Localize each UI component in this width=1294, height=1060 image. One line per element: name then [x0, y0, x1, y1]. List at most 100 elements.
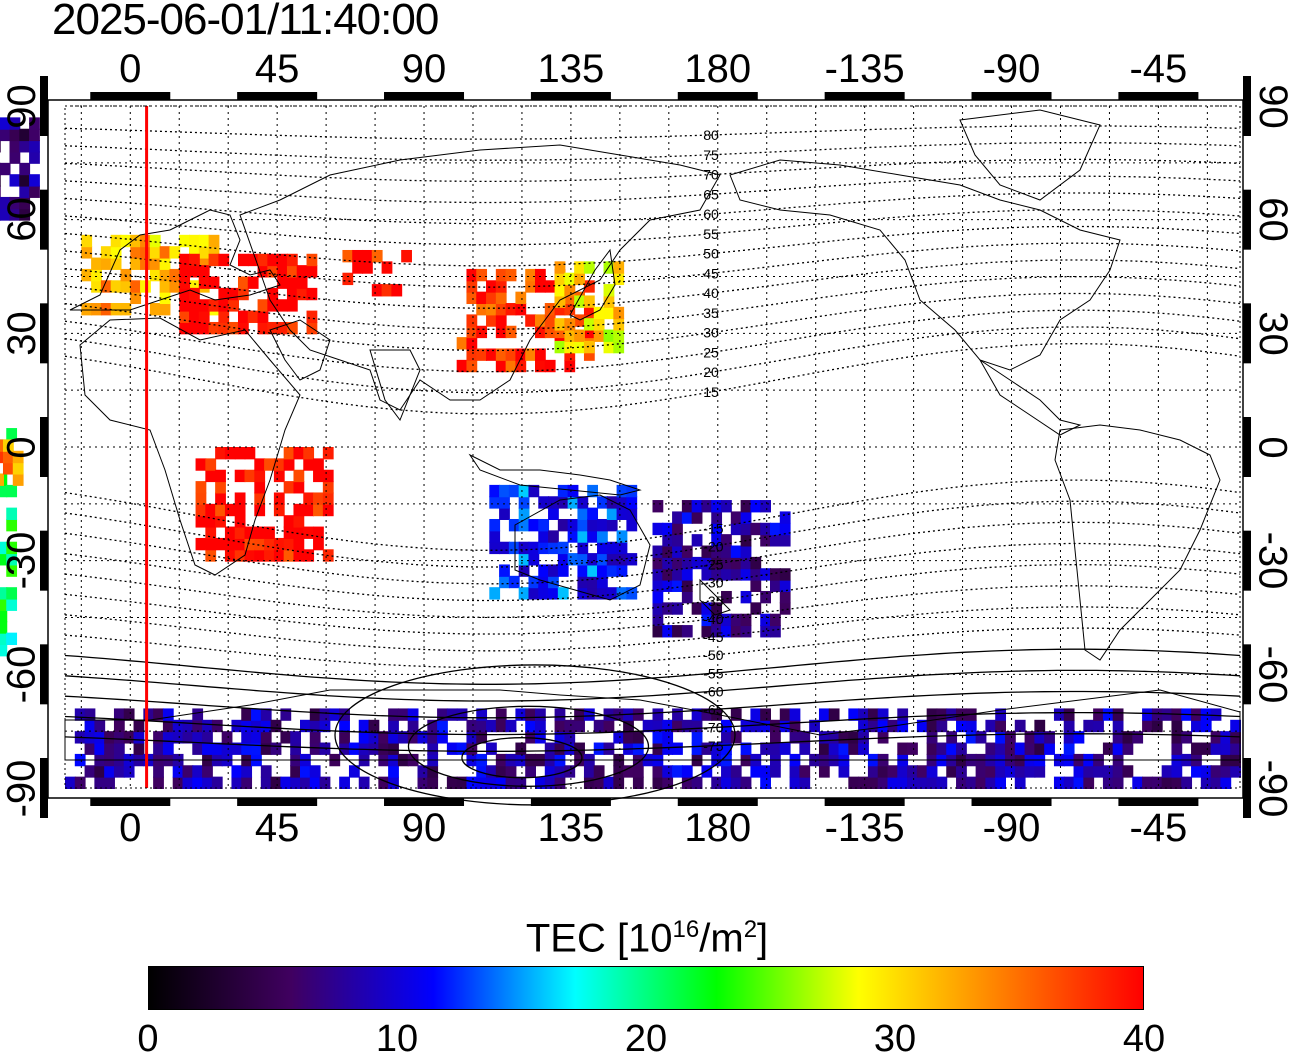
y-tick-left: [40, 189, 48, 250]
map-gridlines: [65, 105, 1240, 788]
x-tick-label-bottom: -135: [824, 806, 905, 850]
contour-65: [64, 175, 1241, 204]
y-tick-label-right: 60: [1250, 197, 1294, 242]
y-tick-label-right: -90: [1250, 759, 1294, 817]
contour-label: 70: [703, 167, 719, 183]
x-tick-label-top: 45: [254, 47, 300, 91]
contour-loop: [461, 737, 583, 779]
y-tick-right: [1243, 644, 1251, 705]
inner-border: [64, 105, 1241, 789]
contour-25: [64, 309, 1241, 373]
y-tick-label-right: 0: [1250, 435, 1294, 459]
x-tick-top: [530, 92, 611, 100]
contour-label: -65: [703, 702, 723, 718]
tec-region-brazil-north: [0, 439, 24, 486]
y-tick-left: [40, 530, 48, 591]
x-tick-top: [1118, 92, 1199, 100]
y-tick-left: [40, 417, 48, 477]
y-tick-left: [40, 76, 48, 136]
x-tick-label-bottom: 135: [537, 806, 605, 850]
x-tick-top: [971, 92, 1052, 100]
colorbar-tick: 0: [137, 1018, 159, 1060]
x-tick-bottom: [971, 798, 1052, 806]
contour-45: [64, 242, 1241, 288]
contour--30: [64, 542, 1241, 602]
x-tick-label-top: -135: [824, 47, 905, 91]
tec-region-australia: [489, 484, 638, 600]
contour-label: -35: [703, 593, 723, 609]
contour--25: [64, 521, 1241, 585]
x-tick-label-bottom: 0: [119, 806, 142, 850]
x-tick-label-bottom: 45: [254, 806, 300, 850]
contour-label: -45: [703, 629, 723, 645]
contour-35: [64, 276, 1241, 330]
colorbar-tick: 30: [873, 1018, 917, 1060]
y-tick-label-right: 30: [1250, 311, 1294, 356]
x-tick-bottom: [677, 798, 758, 806]
contour--75: [64, 733, 1241, 752]
x-tick-bottom: [1118, 798, 1199, 806]
contour-label: -70: [703, 720, 723, 736]
contour-20: [64, 326, 1241, 394]
magnetic-latitude-contours: [64, 125, 1241, 806]
y-tick-label-left: -30: [0, 531, 44, 590]
y-tick-label-right: -60: [1250, 645, 1294, 704]
y-tick-label-left: 30: [0, 311, 44, 356]
x-tick-bottom: [824, 798, 905, 806]
contour-label: 45: [703, 265, 719, 281]
coast-japan: [569, 248, 616, 321]
contour-label: -20: [703, 538, 723, 554]
coast-arabia: [269, 319, 331, 381]
contour--70: [64, 711, 1241, 736]
y-tick-label-right: -30: [1250, 531, 1294, 590]
contour-label: -60: [703, 683, 723, 699]
y-tick-right: [1243, 530, 1251, 591]
coast-europe: [69, 209, 281, 311]
coastlines: [64, 109, 1241, 761]
y-tick-right: [1243, 758, 1251, 818]
tec-region-southern-africa: [195, 447, 334, 562]
y-tick-right: [1243, 417, 1251, 477]
map-frame: [40, 76, 1251, 818]
contour-label: 75: [703, 147, 719, 163]
x-tick-label-top: -90: [982, 47, 1041, 91]
y-tick-label-left: -60: [0, 645, 44, 704]
coast-north-america: [729, 159, 1121, 371]
y-tick-right: [1243, 76, 1251, 136]
tec-region-mediterranean: [179, 253, 318, 335]
x-tick-bottom: [237, 798, 318, 806]
contour-60: [64, 192, 1241, 225]
coast-india: [369, 349, 421, 422]
contour-label: 25: [703, 344, 719, 360]
colorbar-tick: 10: [375, 1018, 419, 1060]
colorbar-tick: 20: [624, 1018, 668, 1060]
y-tick-label-right: 90: [1250, 83, 1294, 129]
x-tick-label-bottom: 90: [401, 806, 447, 850]
contour-75: [64, 142, 1241, 161]
timestamp-title: 2025-06-01/11:40:00: [52, 0, 439, 44]
contour-label: 20: [703, 364, 719, 380]
contour-label: -40: [703, 611, 723, 627]
tec-map: 80 75 70 65 60 55 50 45 40 35 30 25 20 15 -15 -20 -25 -30…: [0, 76, 1251, 818]
contour-label: 65: [703, 186, 719, 202]
contour-label: 55: [703, 226, 719, 242]
contour-15: [64, 343, 1241, 415]
tec-region-south-pacific: [652, 500, 791, 638]
x-tick-top: [237, 92, 318, 100]
contour-label: -50: [703, 647, 723, 663]
contour-label: 60: [703, 206, 719, 222]
coast-indonesia: [468, 453, 642, 496]
x-tick-label-top: -45: [1129, 47, 1188, 91]
contour-label: 80: [703, 127, 719, 143]
y-tick-label-left: -90: [0, 759, 44, 817]
contour-70: [64, 158, 1241, 183]
contour--50: [64, 627, 1241, 669]
contour-label: 15: [703, 384, 719, 400]
tec-data-layer: [0, 117, 1241, 789]
y-tick-left: [40, 758, 48, 818]
contour--45: [64, 606, 1241, 652]
contour-label: -75: [703, 738, 723, 754]
y-tick-right: [1243, 303, 1251, 364]
contour-label: -25: [703, 557, 723, 573]
colorbar-tick: 40: [1122, 1018, 1166, 1060]
